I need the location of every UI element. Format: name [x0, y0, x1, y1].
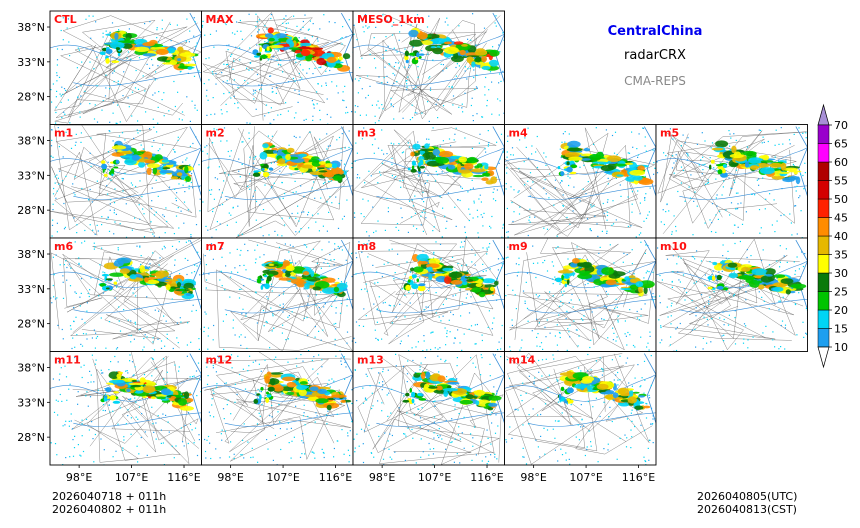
colorbar-extend-max — [817, 103, 830, 126]
colorbar-label-50: 50 — [834, 193, 848, 206]
valid-time-utc: 2026040805(UTC) — [697, 490, 798, 503]
panel-m11: m11 — [49, 351, 202, 466]
lon-tick-label: 116°E — [167, 471, 200, 484]
panel-label: m1 — [54, 127, 73, 140]
panel-m9: m9 — [504, 237, 657, 352]
lat-tick-label: 33°N — [17, 169, 45, 182]
lon-tick-label: 116°E — [319, 471, 352, 484]
panel-m6: m6 — [49, 237, 202, 352]
lat-tick-label: 33°N — [17, 396, 45, 409]
lat-tick-label: 28°N — [17, 431, 45, 444]
panel-m14: m14 — [504, 351, 657, 466]
valid-time-label: 2026040805(UTC) 2026040813(CST) — [697, 490, 797, 516]
colorbar-label-15: 15 — [834, 323, 848, 336]
colorbar-box-35 — [817, 235, 830, 255]
panel-label: m3 — [357, 127, 376, 140]
product-title: radarCRX — [624, 48, 686, 63]
panel-m12: m12 — [201, 351, 354, 466]
lat-tick-label: 33°N — [17, 283, 45, 296]
axis-labels: 38°N 33°N 28°N 38°N 33°N 28°N 38°N 33°N 28°N 38°N… — [17, 21, 655, 484]
valid-time-cst: 2026040813(CST) — [697, 503, 797, 516]
panel-m5: m5 — [655, 124, 808, 239]
lon-tick-label: 98°E — [369, 471, 395, 484]
panel-label: MAX — [206, 13, 234, 26]
colorbar-label-25: 25 — [834, 286, 848, 299]
lon-tick-label: 107°E — [115, 471, 148, 484]
panel-CTL: CTL — [49, 10, 202, 125]
panel-m4: m4 — [504, 124, 657, 239]
lon-tick-label: 107°E — [569, 471, 602, 484]
panel-m1: m1 — [49, 124, 202, 239]
colorbar-box-65 — [817, 124, 830, 144]
lon-tick-label: 116°E — [470, 471, 503, 484]
panel-m3: m3 — [352, 124, 505, 239]
lat-tick-label: 28°N — [17, 91, 45, 104]
lon-tick-label: 98°E — [66, 471, 92, 484]
panel-label: m8 — [357, 240, 376, 253]
panel-label: m14 — [509, 354, 536, 367]
panel-m2: m2 — [201, 124, 354, 239]
lat-tick-label: 38°N — [17, 362, 45, 375]
lat-tick-label: 38°N — [17, 135, 45, 148]
colorbar-box-10 — [817, 328, 830, 348]
panel-label: m6 — [54, 240, 73, 253]
colorbar-box-55 — [817, 161, 830, 181]
colorbar-label-35: 35 — [834, 249, 848, 262]
colorbar-label-40: 40 — [834, 230, 848, 243]
panel-label: CTL — [54, 13, 77, 26]
panel-label: m13 — [357, 354, 384, 367]
colorbar-label-60: 60 — [834, 156, 848, 169]
system-title: CMA-REPS — [624, 74, 686, 88]
colorbar-box-25 — [817, 272, 830, 292]
panel-MESO_1km: MESO_1km — [352, 10, 505, 125]
colorbar-box-50 — [817, 180, 830, 200]
init-time-label: 2026040718 + 011h 2026040802 + 011h — [52, 490, 166, 516]
init-time-utc: 2026040718 + 011h — [52, 490, 167, 503]
colorbar-box-30 — [817, 254, 830, 274]
lat-tick-label: 33°N — [17, 56, 45, 69]
panel-label: m12 — [206, 354, 233, 367]
colorbar-box-45 — [817, 198, 830, 218]
panel-MAX: MAX — [201, 10, 354, 125]
colorbar-box-20 — [817, 291, 830, 311]
lon-tick-label: 107°E — [418, 471, 451, 484]
lon-tick-label: 116°E — [622, 471, 655, 484]
colorbar-box-40 — [817, 217, 830, 237]
colorbar-extend-min — [817, 346, 830, 369]
lon-tick-label: 98°E — [520, 471, 546, 484]
colorbar-label-70: 70 — [834, 119, 848, 132]
colorbar-box-60 — [817, 143, 830, 163]
panel-grid: CTL MAX MESO_1km m1 m2 m3 m4 m5 m6 m7 m8 m9 m10 m11 m1… — [49, 10, 808, 466]
lat-tick-label: 28°N — [17, 318, 45, 331]
region-title: CentralChina — [607, 24, 703, 39]
colorbar: 10 15 20 25 30 35 40 45 50 55 60 65 70 — [817, 103, 848, 369]
colorbar-label-45: 45 — [834, 212, 848, 225]
panel-label: MESO_1km — [357, 13, 425, 26]
lon-tick-label: 107°E — [266, 471, 299, 484]
init-time-cst: 2026040802 + 011h — [52, 503, 167, 516]
panel-label: m11 — [54, 354, 81, 367]
lat-tick-label: 28°N — [17, 204, 45, 217]
colorbar-label-65: 65 — [834, 138, 848, 151]
panel-label: m9 — [509, 240, 528, 253]
panel-m13: m13 — [352, 351, 505, 466]
colorbar-label-30: 30 — [834, 267, 848, 280]
colorbar-label-55: 55 — [834, 175, 848, 188]
colorbar-label-20: 20 — [834, 304, 848, 317]
panel-label: m7 — [206, 240, 225, 253]
lat-tick-label: 38°N — [17, 248, 45, 261]
panel-label: m4 — [509, 127, 528, 140]
panel-m8: m8 — [352, 237, 505, 352]
lon-tick-label: 98°E — [217, 471, 243, 484]
panel-m10: m10 — [655, 237, 808, 352]
lat-tick-label: 38°N — [17, 21, 45, 34]
panel-label: m2 — [206, 127, 225, 140]
panel-label: m10 — [660, 240, 687, 253]
colorbar-label-10: 10 — [834, 341, 848, 354]
colorbar-box-15 — [817, 309, 830, 329]
panel-m7: m7 — [201, 237, 354, 352]
panel-label: m5 — [660, 127, 679, 140]
